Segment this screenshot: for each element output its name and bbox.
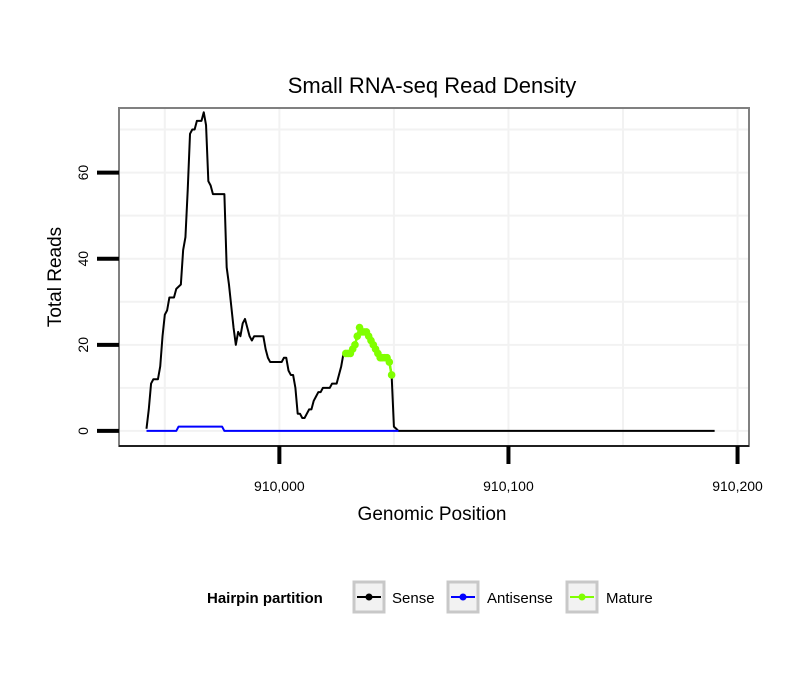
legend-item-antisense: Antisense [446, 580, 553, 614]
legend-title: Hairpin partition [207, 590, 323, 607]
y-tick-label: 60 [75, 165, 91, 181]
legend-key-point [578, 593, 586, 601]
data-point-mature [351, 341, 359, 349]
x-tick-label: 910,200 [712, 478, 763, 494]
legend-label-mature: Mature [606, 590, 653, 607]
data-point-mature [385, 358, 394, 366]
x-tick-label: 910,000 [254, 478, 305, 494]
data-point-mature [387, 371, 396, 379]
x-axis-title: Genomic Position [358, 504, 507, 525]
legend-item-mature: Mature [565, 580, 653, 614]
y-axis-ticks: 0 20 40 60 [75, 165, 119, 435]
legend: Hairpin partition Sense Antisense Mature [207, 580, 653, 614]
legend-item-sense: Sense [352, 580, 435, 614]
series-sense-line [145, 111, 715, 432]
series-mature [342, 323, 396, 379]
y-tick-label: 0 [75, 427, 91, 435]
y-tick-label: 20 [75, 337, 91, 353]
legend-key-point [459, 593, 467, 601]
x-axis-ticks: 910,000 910,100 910,200 [254, 446, 763, 494]
legend-label-antisense: Antisense [487, 590, 553, 607]
grid-lines [119, 108, 749, 446]
chart-title: Small RNA-seq Read Density [288, 73, 577, 98]
legend-key-point [365, 593, 373, 601]
y-axis-title: Total Reads [45, 227, 66, 327]
x-tick-label: 910,100 [483, 478, 534, 494]
plot-panel-border [118, 107, 750, 447]
legend-label-sense: Sense [392, 590, 435, 607]
series-layer [145, 111, 715, 432]
series-antisense-line [146, 425, 399, 432]
y-tick-label: 40 [75, 251, 91, 267]
